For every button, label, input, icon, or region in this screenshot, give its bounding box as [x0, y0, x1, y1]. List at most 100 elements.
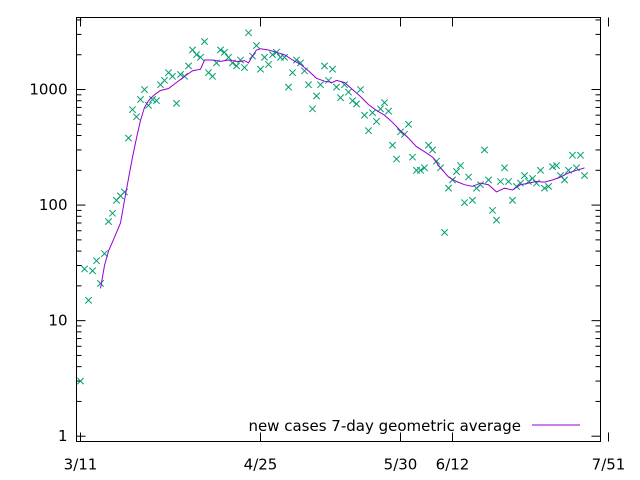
data-point	[96, 279, 105, 287]
data-point	[356, 85, 365, 94]
data-point	[176, 70, 185, 79]
data-point	[332, 83, 341, 91]
data-point	[552, 161, 561, 170]
data-point	[152, 97, 161, 105]
data-point	[328, 65, 337, 73]
data-point	[516, 179, 525, 187]
plot-frame	[76, 17, 601, 442]
data-point	[364, 127, 373, 135]
legend-label: new cases 7-day geometric average	[248, 417, 521, 435]
data-point	[132, 113, 141, 121]
data-point	[280, 53, 289, 61]
data-point	[536, 166, 545, 174]
x-tick-label: 3/11	[64, 456, 98, 474]
data-point	[268, 51, 277, 59]
data-point	[456, 161, 465, 170]
data-point	[352, 100, 361, 108]
data-point	[76, 377, 85, 385]
data-point	[476, 181, 485, 189]
data-point	[232, 62, 241, 70]
data-point	[200, 38, 209, 46]
data-point	[368, 109, 377, 117]
data-point	[188, 46, 197, 54]
data-point	[420, 164, 429, 172]
data-point	[520, 172, 529, 180]
data-point	[384, 107, 393, 115]
data-point	[396, 128, 405, 136]
data-point	[388, 141, 397, 149]
data-point	[548, 163, 557, 171]
x-tick-label: 7/51	[592, 456, 626, 474]
data-point	[500, 164, 509, 172]
data-point	[316, 81, 325, 89]
x-tick-label: 6/12	[436, 456, 470, 474]
data-point	[292, 56, 301, 64]
data-point	[100, 250, 109, 258]
data-point	[148, 95, 157, 104]
data-point	[544, 182, 553, 190]
data-point	[236, 56, 245, 64]
data-point	[540, 184, 549, 192]
data-point	[284, 83, 293, 91]
data-point	[312, 92, 321, 100]
data-point	[504, 177, 513, 186]
data-point	[444, 184, 453, 192]
average-line	[100, 48, 585, 289]
data-point	[80, 265, 89, 273]
data-point	[492, 216, 501, 224]
data-point	[220, 48, 229, 56]
y-tick-label: 1	[58, 427, 68, 445]
data-point	[240, 63, 249, 72]
legend: new cases 7-day geometric average	[248, 417, 580, 435]
data-point	[496, 177, 505, 186]
data-point	[88, 267, 97, 275]
data-point	[296, 59, 305, 67]
data-point	[304, 81, 313, 89]
data-point	[416, 166, 425, 174]
data-point	[508, 196, 517, 204]
data-point	[184, 62, 193, 70]
data-point	[308, 105, 317, 113]
scatter-series	[76, 29, 589, 385]
data-point	[172, 99, 181, 107]
data-point	[460, 199, 469, 207]
data-point	[144, 101, 153, 109]
data-point	[108, 209, 117, 217]
x-tick-label: 4/25	[244, 456, 278, 474]
data-point	[568, 151, 577, 159]
data-point	[140, 85, 149, 94]
data-point	[380, 99, 389, 107]
data-point	[320, 62, 329, 70]
y-tick-label: 10	[48, 312, 67, 330]
data-point	[216, 46, 225, 54]
data-point	[128, 106, 137, 114]
data-point	[160, 76, 169, 84]
data-point	[136, 95, 145, 104]
data-point	[344, 88, 353, 96]
line-series	[100, 48, 585, 289]
data-point	[440, 228, 449, 236]
data-point	[360, 111, 369, 119]
data-point	[464, 173, 473, 181]
data-point	[244, 29, 253, 37]
data-point	[256, 65, 265, 73]
y-tick-label: 1000	[29, 81, 67, 99]
y-tick-labels: 1 10 100 1000	[29, 81, 67, 446]
data-point	[532, 179, 541, 187]
data-point	[264, 60, 273, 68]
data-point	[288, 69, 297, 77]
data-point	[260, 53, 269, 61]
data-point	[104, 218, 113, 226]
data-point	[92, 257, 101, 265]
data-point	[348, 97, 357, 105]
data-point	[336, 94, 345, 102]
y-tick-label: 100	[39, 196, 68, 214]
data-point	[480, 146, 489, 154]
data-point	[560, 176, 569, 184]
axis-ticks	[76, 17, 609, 442]
data-point	[192, 51, 201, 59]
data-point	[340, 81, 349, 89]
data-point	[224, 53, 233, 61]
data-point	[84, 296, 93, 304]
data-point	[300, 67, 309, 75]
